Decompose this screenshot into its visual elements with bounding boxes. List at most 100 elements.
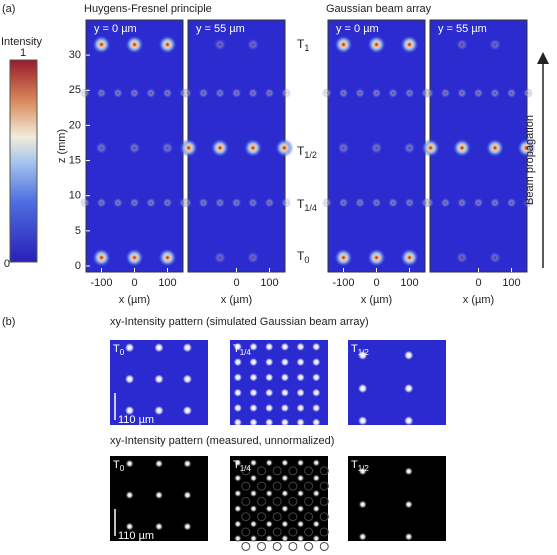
x-tick-label: 100 — [260, 277, 278, 289]
spot — [125, 35, 144, 54]
plane-sub: 0 — [120, 464, 125, 473]
y-tick-label: 25 — [69, 84, 81, 96]
spot — [96, 197, 107, 208]
pattern-ring — [241, 496, 251, 506]
spot — [370, 141, 383, 154]
spot — [158, 248, 177, 267]
spot — [388, 88, 398, 99]
pattern-spot — [249, 388, 258, 397]
plane-label: T1/2 — [297, 144, 317, 160]
pattern-spot — [154, 490, 164, 500]
pattern-spot — [265, 404, 274, 412]
plane-base: T — [233, 459, 240, 471]
pattern-spot — [265, 342, 274, 351]
plot-label: y = 0 µm — [336, 23, 379, 35]
pattern-ring — [288, 466, 298, 476]
pattern-spot — [265, 358, 274, 367]
plane-label: T1/4 — [233, 343, 251, 357]
plane-base: T — [233, 343, 240, 355]
pattern-spot — [265, 489, 274, 498]
pattern-spot — [249, 504, 258, 513]
pattern-spot — [125, 522, 135, 532]
pattern-ring — [272, 541, 282, 551]
spot — [355, 197, 365, 208]
spot — [506, 197, 517, 208]
spot — [231, 197, 242, 208]
plane-base: T — [351, 343, 358, 355]
spot — [506, 88, 517, 99]
spot — [424, 197, 434, 208]
pattern-spot — [312, 458, 321, 467]
pattern-ring — [241, 481, 251, 491]
spot — [247, 251, 259, 264]
spot — [322, 88, 332, 99]
spot — [404, 197, 415, 208]
spot — [198, 88, 209, 99]
spots — [322, 35, 431, 267]
spot — [403, 141, 416, 154]
spot — [404, 88, 415, 99]
pattern-spot — [358, 499, 368, 509]
pattern-spot — [280, 373, 289, 382]
spot — [517, 138, 536, 157]
pattern-ring — [319, 481, 329, 491]
spot — [198, 197, 209, 208]
pattern-spot — [154, 522, 164, 532]
pattern-spot — [404, 383, 414, 393]
plane-label: T1/4 — [297, 197, 317, 213]
pattern-spot — [280, 520, 289, 528]
pattern-ring — [288, 512, 298, 522]
x-tick-label: -100 — [90, 277, 112, 289]
x-tick-label: 0 — [373, 277, 379, 289]
x-tick-label: 100 — [400, 277, 418, 289]
pattern-spot — [358, 383, 368, 393]
pattern-spot — [249, 358, 258, 367]
pattern-spot — [265, 474, 274, 483]
pattern-spot — [182, 490, 192, 500]
spot — [440, 197, 451, 208]
pattern-spot — [265, 534, 274, 543]
plane-base: T — [113, 459, 120, 471]
pattern-ring — [272, 512, 282, 522]
spot — [214, 251, 226, 264]
plane-sub: 1/4 — [240, 464, 252, 473]
spot — [281, 88, 291, 99]
spot — [80, 197, 90, 208]
scale-bar-label: 110 µm — [118, 530, 154, 542]
plane-label: T0 — [297, 249, 309, 265]
x-tick-label: 0 — [131, 277, 137, 289]
spot — [158, 35, 177, 54]
pattern-spot — [358, 466, 368, 476]
spot — [161, 141, 174, 154]
plane-sub: 1/2 — [358, 464, 370, 473]
pattern-spot — [404, 532, 414, 542]
pattern-spot — [312, 520, 321, 528]
pattern-spot — [312, 418, 321, 427]
group-title: Gaussian beam array — [326, 3, 432, 15]
spot — [182, 197, 192, 208]
spot — [489, 251, 501, 264]
pattern-ring — [304, 466, 314, 476]
spot — [371, 88, 382, 99]
pattern-spot — [280, 504, 289, 513]
group-title: Huygens-Fresnel principle — [84, 3, 212, 15]
pattern-spot — [125, 459, 135, 469]
spot — [424, 88, 434, 99]
plane-label: T1/2 — [351, 459, 369, 473]
pattern-ring — [241, 541, 251, 551]
pattern-spot — [312, 404, 321, 412]
spots — [421, 38, 536, 264]
plot-label: y = 55 µm — [438, 23, 487, 35]
pattern-spot — [312, 388, 321, 397]
pattern-spot — [280, 342, 289, 351]
spot — [473, 197, 484, 208]
spot — [371, 197, 382, 208]
pattern-spot — [296, 418, 305, 427]
plane-base: T — [351, 459, 358, 471]
spot — [400, 248, 419, 267]
plane-base: T — [113, 343, 120, 355]
pattern-spot — [233, 489, 242, 498]
spot — [490, 88, 500, 99]
pattern-spot — [233, 474, 242, 483]
spot — [92, 248, 111, 267]
